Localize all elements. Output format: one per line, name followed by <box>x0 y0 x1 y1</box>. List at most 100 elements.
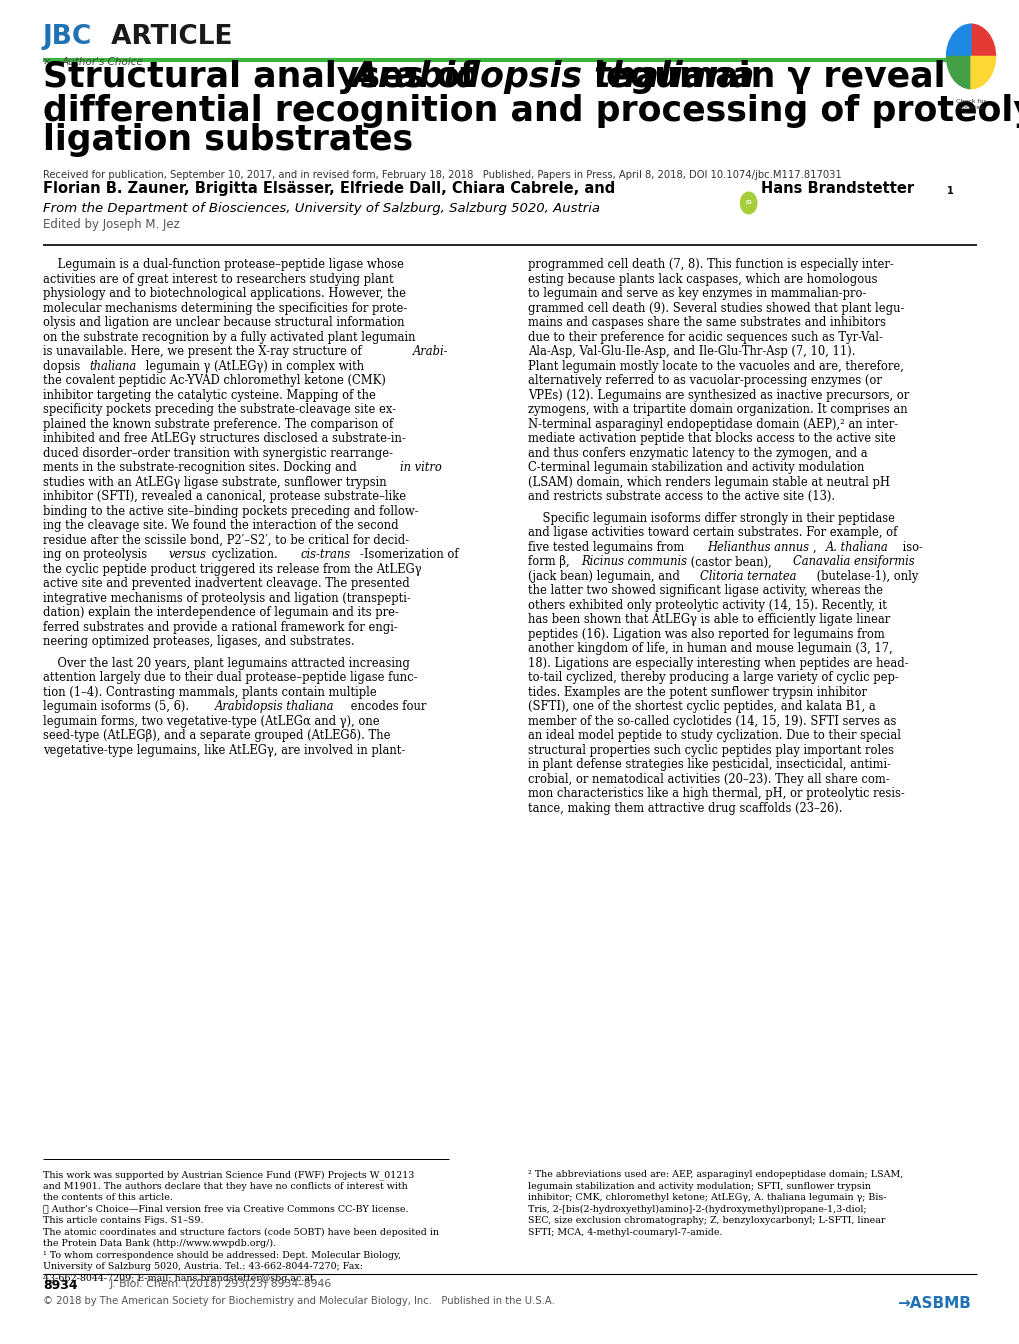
Text: form β,: form β, <box>528 555 573 569</box>
Text: crobial, or nematodical activities (20–23). They all share com-: crobial, or nematodical activities (20–2… <box>528 773 890 786</box>
Text: the contents of this article.: the contents of this article. <box>43 1193 172 1202</box>
Text: an ideal model peptide to study cyclization. Due to their special: an ideal model peptide to study cyclizat… <box>528 730 901 742</box>
Text: encodes four: encodes four <box>346 700 426 714</box>
Text: © 2018 by The American Society for Biochemistry and Molecular Biology, Inc.   Pu: © 2018 by The American Society for Bioch… <box>43 1296 554 1305</box>
Text: ² The abbreviations used are: AEP, asparaginyl endopeptidase domain; LSAM,: ² The abbreviations used are: AEP, aspar… <box>528 1171 903 1179</box>
Text: C-terminal legumain stabilization and activity modulation: C-terminal legumain stabilization and ac… <box>528 461 864 474</box>
Text: cis-trans: cis-trans <box>301 548 351 560</box>
Text: 18). Ligations are especially interesting when peptides are head-: 18). Ligations are especially interestin… <box>528 657 908 669</box>
Text: mains and caspases share the same substrates and inhibitors: mains and caspases share the same substr… <box>528 316 886 329</box>
Text: has been shown that AtLEGγ is able to efficiently ligate linear: has been shown that AtLEGγ is able to ef… <box>528 613 890 626</box>
Text: Clitoria ternatea: Clitoria ternatea <box>700 570 796 583</box>
Text: the Protein Data Bank (http://www.wwpdb.org/).: the Protein Data Bank (http://www.wwpdb.… <box>43 1239 276 1249</box>
Text: is unavailable. Here, we present the X-ray structure of: is unavailable. Here, we present the X-r… <box>43 345 365 358</box>
Text: differential recognition and processing of proteolysis and: differential recognition and processing … <box>43 94 1019 128</box>
Text: Tris, 2-[bis(2-hydroxyethyl)amino]-2-(hydroxymethyl)propane-1,3-diol;: Tris, 2-[bis(2-hydroxyethyl)amino]-2-(hy… <box>528 1204 866 1214</box>
Text: iD: iD <box>745 200 751 206</box>
Text: Hans Brandstetter: Hans Brandstetter <box>760 181 913 196</box>
Text: grammed cell death (9). Several studies showed that plant legu-: grammed cell death (9). Several studies … <box>528 301 904 314</box>
Text: activities are of great interest to researchers studying plant: activities are of great interest to rese… <box>43 273 393 285</box>
Text: molecular mechanisms determining the specificities for prote-: molecular mechanisms determining the spe… <box>43 301 407 314</box>
Text: vegetative-type legumains, like AtLEGγ, are involved in plant-: vegetative-type legumains, like AtLEGγ, … <box>43 743 405 757</box>
Text: legumain γ reveal: legumain γ reveal <box>582 60 945 94</box>
Text: alternatively referred to as vacuolar-processing enzymes (or: alternatively referred to as vacuolar-pr… <box>528 374 881 387</box>
Text: ARTICLE: ARTICLE <box>102 24 232 50</box>
Text: ✕ Author’s Choice—Final version free via Creative Commons CC-BY license.: ✕ Author’s Choice—Final version free via… <box>43 1204 408 1214</box>
Text: dopsis: dopsis <box>43 360 84 372</box>
Text: N-terminal asparaginyl endopeptidase domain (AEP),² an inter-: N-terminal asparaginyl endopeptidase dom… <box>528 418 898 430</box>
Text: specificity pockets preceding the substrate-cleavage site ex-: specificity pockets preceding the substr… <box>43 403 395 417</box>
Text: This article contains Figs. S1–S9.: This article contains Figs. S1–S9. <box>43 1216 203 1224</box>
Text: SEC, size exclusion chromatography; Z, benzyloxycarbonyl; L-SFTI, linear: SEC, size exclusion chromatography; Z, b… <box>528 1216 884 1224</box>
Text: the covalent peptidic Ac-YVAD chloromethyl ketone (CMK): the covalent peptidic Ac-YVAD chlorometh… <box>43 374 385 387</box>
Text: (SFTI), one of the shortest cyclic peptides, and kalata B1, a: (SFTI), one of the shortest cyclic pepti… <box>528 700 875 714</box>
Text: SFTI; MCA, 4-methyl-coumaryl-7-amide.: SFTI; MCA, 4-methyl-coumaryl-7-amide. <box>528 1227 722 1236</box>
Text: Arabidopsis thaliana: Arabidopsis thaliana <box>351 60 754 94</box>
Text: inhibited and free AtLEGγ structures disclosed a substrate-in-: inhibited and free AtLEGγ structures dis… <box>43 431 406 445</box>
Text: Helianthus annus: Helianthus annus <box>706 540 808 554</box>
Text: others exhibited only proteolytic activity (14, 15). Recently, it: others exhibited only proteolytic activi… <box>528 599 887 612</box>
Text: Legumain is a dual-function protease–peptide ligase whose: Legumain is a dual-function protease–pep… <box>43 258 404 271</box>
Text: VPEs) (12). Legumains are synthesized as inactive precursors, or: VPEs) (12). Legumains are synthesized as… <box>528 388 909 402</box>
Text: The atomic coordinates and structure factors (code 5OBT) have been deposited in: The atomic coordinates and structure fac… <box>43 1227 438 1236</box>
Text: on the substrate recognition by a fully activated plant legumain: on the substrate recognition by a fully … <box>43 331 415 344</box>
Text: Arabidopsis thaliana: Arabidopsis thaliana <box>215 700 334 714</box>
Text: (jack bean) legumain, and: (jack bean) legumain, and <box>528 570 683 583</box>
Text: five tested legumains from: five tested legumains from <box>528 540 688 554</box>
Text: ,: , <box>812 540 819 554</box>
Text: structural properties such cyclic peptides play important roles: structural properties such cyclic peptid… <box>528 743 894 757</box>
Text: the cyclic peptide product triggered its release from the AtLEGγ: the cyclic peptide product triggered its… <box>43 563 421 575</box>
Text: tance, making them attractive drug scaffolds (23–26).: tance, making them attractive drug scaff… <box>528 802 842 814</box>
Text: →ASBMB: →ASBMB <box>897 1296 970 1310</box>
Text: Florian B. Zauner, Brigitta Elsässer, Elfriede Dall, Chiara Cabrele, and: Florian B. Zauner, Brigitta Elsässer, El… <box>43 181 620 196</box>
Text: ments in the substrate-recognition sites. Docking and: ments in the substrate-recognition sites… <box>43 461 360 474</box>
Text: programmed cell death (7, 8). This function is especially inter-: programmed cell death (7, 8). This funct… <box>528 258 894 271</box>
Text: Edited by Joseph M. Jez: Edited by Joseph M. Jez <box>43 218 179 231</box>
Text: and M1901. The authors declare that they have no conflicts of interest with: and M1901. The authors declare that they… <box>43 1181 408 1191</box>
Text: legumain stabilization and activity modulation; SFTI, sunflower trypsin: legumain stabilization and activity modu… <box>528 1181 870 1191</box>
Text: active site and prevented inadvertent cleavage. The presented: active site and prevented inadvertent cl… <box>43 577 410 590</box>
Text: University of Salzburg 5020, Austria. Tel.: 43-662-8044-7270; Fax:: University of Salzburg 5020, Austria. Te… <box>43 1262 363 1271</box>
Text: attention largely due to their dual protease–peptide ligase func-: attention largely due to their dual prot… <box>43 671 417 684</box>
Text: mediate activation peptide that blocks access to the active site: mediate activation peptide that blocks a… <box>528 431 896 445</box>
Text: Structural analyses of: Structural analyses of <box>43 60 487 94</box>
Text: member of the so-called cyclotides (14, 15, 19). SFTI serves as: member of the so-called cyclotides (14, … <box>528 715 896 728</box>
Text: esting because plants lack caspases, which are homologous: esting because plants lack caspases, whi… <box>528 273 877 285</box>
Wedge shape <box>970 56 995 89</box>
Text: ligation substrates: ligation substrates <box>43 124 413 157</box>
Text: Canavalia ensiformis: Canavalia ensiformis <box>792 555 914 569</box>
Text: inhibitor targeting the catalytic cysteine. Mapping of the: inhibitor targeting the catalytic cystei… <box>43 388 375 402</box>
Text: JBC: JBC <box>43 24 92 50</box>
Text: ¹ To whom correspondence should be addressed: Dept. Molecular Biology,: ¹ To whom correspondence should be addre… <box>43 1250 400 1259</box>
Circle shape <box>740 192 756 214</box>
Text: and thus confers enzymatic latency to the zymogen, and a: and thus confers enzymatic latency to th… <box>528 446 867 460</box>
Text: and restricts substrate access to the active site (13).: and restricts substrate access to the ac… <box>528 491 835 503</box>
Text: thaliana: thaliana <box>89 360 137 372</box>
Wedge shape <box>970 24 995 56</box>
Wedge shape <box>946 56 970 89</box>
Text: integrative mechanisms of proteolysis and ligation (transpepti-: integrative mechanisms of proteolysis an… <box>43 591 411 605</box>
Text: Ricinus communis: Ricinus communis <box>581 555 687 569</box>
Text: versus: versus <box>168 548 206 560</box>
Wedge shape <box>946 24 970 56</box>
Text: Arabi-: Arabi- <box>413 345 448 358</box>
Text: duced disorder–order transition with synergistic rearrange-: duced disorder–order transition with syn… <box>43 446 392 460</box>
Text: ✕: ✕ <box>43 58 54 67</box>
Text: 43-662-8044-7209; E-mail: hans.brandstetter@sbg.ac.at.: 43-662-8044-7209; E-mail: hans.brandstet… <box>43 1274 316 1282</box>
Text: tion (1–4). Contrasting mammals, plants contain multiple: tion (1–4). Contrasting mammals, plants … <box>43 685 376 699</box>
Text: Ala-Asp, Val-Glu-Ile-Asp, and Ile-Glu-Thr-Asp (7, 10, 11).: Ala-Asp, Val-Glu-Ile-Asp, and Ile-Glu-Th… <box>528 345 855 358</box>
Text: in plant defense strategies like pesticidal, insecticidal, antimi-: in plant defense strategies like pestici… <box>528 758 891 771</box>
Text: legumain isoforms (5, 6).: legumain isoforms (5, 6). <box>43 700 193 714</box>
Text: From the Department of Biosciences, University of Salzburg, Salzburg 5020, Austr: From the Department of Biosciences, Univ… <box>43 202 599 215</box>
Text: neering optimized proteases, ligases, and substrates.: neering optimized proteases, ligases, an… <box>43 636 355 648</box>
Text: Received for publication, September 10, 2017, and in revised form, February 18, : Received for publication, September 10, … <box>43 171 841 180</box>
Text: seed-type (AtLEGβ), and a separate grouped (AtLEGδ). The: seed-type (AtLEGβ), and a separate group… <box>43 730 390 742</box>
Text: the latter two showed significant ligase activity, whereas the: the latter two showed significant ligase… <box>528 585 882 597</box>
Text: This work was supported by Austrian Science Fund (FWF) Projects W_01213: This work was supported by Austrian Scie… <box>43 1171 414 1180</box>
Text: residue after the scissile bond, P2′–S2′, to be critical for decid-: residue after the scissile bond, P2′–S2′… <box>43 534 409 547</box>
Text: tides. Examples are the potent sunflower trypsin inhibitor: tides. Examples are the potent sunflower… <box>528 685 866 699</box>
Text: legumain γ (AtLEGγ) in complex with: legumain γ (AtLEGγ) in complex with <box>142 360 364 372</box>
Text: Over the last 20 years, plant legumains attracted increasing: Over the last 20 years, plant legumains … <box>43 657 410 669</box>
Text: iso-: iso- <box>898 540 922 554</box>
Text: mon characteristics like a high thermal, pH, or proteolytic resis-: mon characteristics like a high thermal,… <box>528 788 904 800</box>
